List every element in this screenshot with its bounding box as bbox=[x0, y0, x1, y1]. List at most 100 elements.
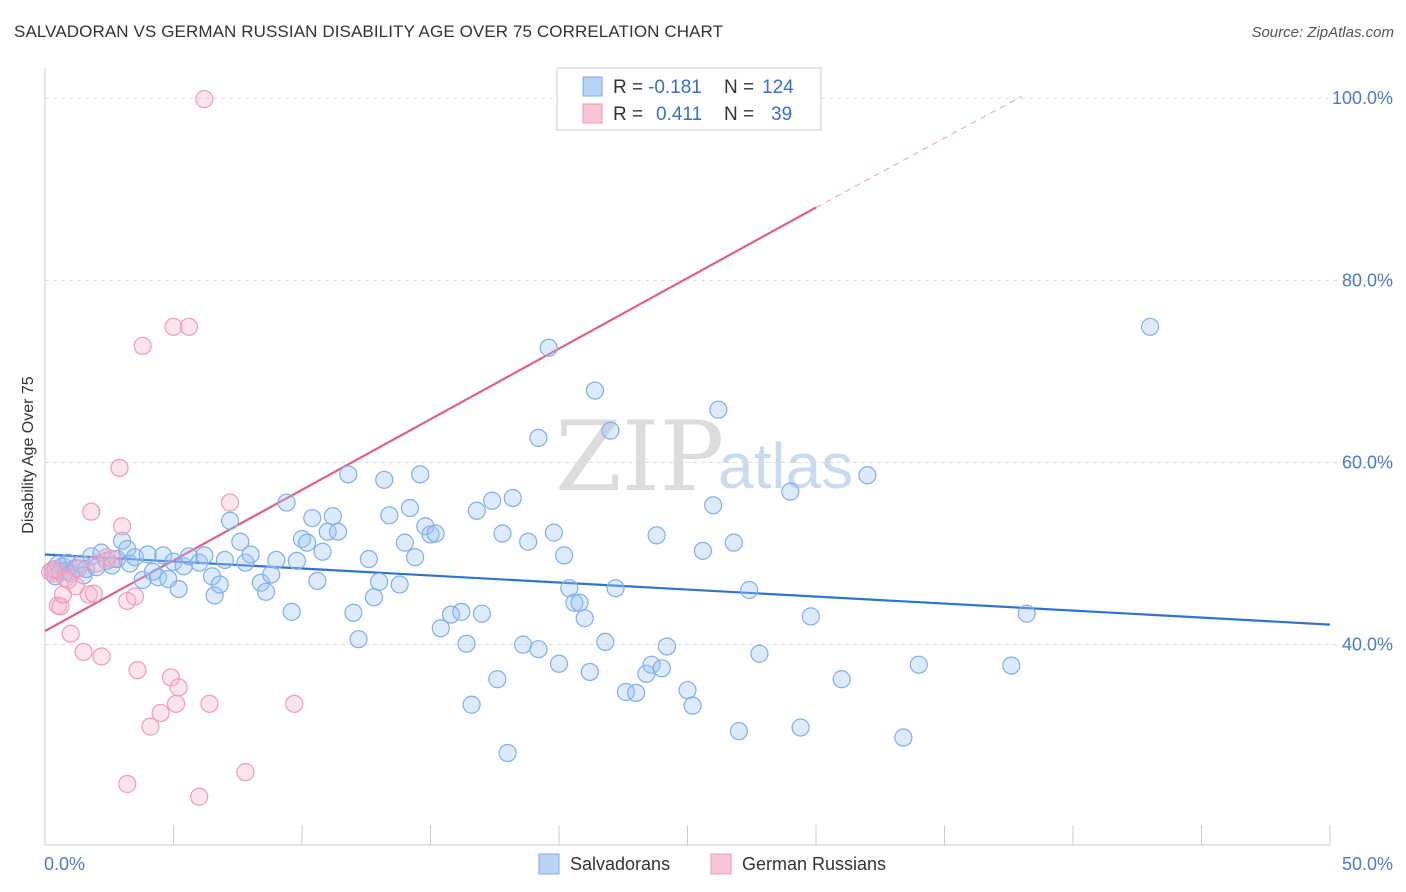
point-german-russian-30 bbox=[190, 787, 209, 806]
trend-line-1 bbox=[44, 206, 817, 632]
tick-labels: 40.0% 60.0% 80.0% 100.0% 0.0% 50.0% bbox=[44, 88, 1393, 874]
point-salvadoran-102 bbox=[626, 683, 646, 703]
point-salvadoran-38 bbox=[220, 511, 240, 530]
point-salvadoran-83 bbox=[503, 488, 522, 508]
point-german-russian-26 bbox=[166, 694, 186, 713]
legend-r-label-1: R = bbox=[613, 77, 643, 98]
y-tick-label-3: 100.0% bbox=[1332, 88, 1393, 108]
point-german-russian-17 bbox=[112, 517, 132, 536]
point-salvadoran-122 bbox=[894, 728, 913, 747]
point-salvadoran-71 bbox=[421, 525, 440, 544]
point-salvadoran-113 bbox=[724, 533, 743, 552]
point-salvadoran-55 bbox=[323, 507, 342, 526]
point-salvadoran-26 bbox=[154, 546, 173, 565]
y-axis-label: Disability Age Over 75 bbox=[20, 376, 37, 534]
grid-lines bbox=[45, 97, 1392, 646]
point-german-russian-11 bbox=[82, 502, 101, 521]
point-salvadoran-36 bbox=[210, 575, 229, 594]
legend-r-label-2: R = bbox=[613, 104, 643, 125]
point-salvadoran-74 bbox=[441, 605, 461, 624]
legend-n-value-1: 124 bbox=[762, 77, 794, 98]
legend-swatch-german-russians bbox=[582, 103, 603, 124]
point-salvadoran-79 bbox=[472, 604, 491, 623]
point-german-russian-2 bbox=[46, 559, 65, 579]
point-salvadoran-96 bbox=[580, 662, 599, 682]
stats-legend: R = -0.181 N = 124 R = 0.411 N = 39 bbox=[556, 67, 822, 131]
point-salvadoran-80 bbox=[483, 491, 502, 510]
point-salvadoran-114 bbox=[729, 722, 749, 741]
point-salvadoran-109 bbox=[683, 696, 702, 715]
point-german-russian-0 bbox=[41, 562, 60, 581]
point-german-russian-4 bbox=[51, 597, 70, 616]
chart-title: SALVADORAN VS GERMAN RUSSIAN DISABILITY … bbox=[14, 22, 724, 41]
point-salvadoran-50 bbox=[298, 533, 317, 552]
point-salvadoran-76 bbox=[457, 634, 476, 653]
point-german-russian-28 bbox=[164, 317, 183, 336]
point-salvadoran-99 bbox=[601, 421, 620, 440]
point-salvadoran-88 bbox=[529, 428, 548, 448]
point-salvadoran-100 bbox=[606, 579, 625, 598]
point-salvadoran-67 bbox=[400, 498, 420, 518]
point-salvadoran-24 bbox=[143, 562, 163, 581]
point-salvadoran-65 bbox=[390, 575, 409, 594]
point-salvadoran-121 bbox=[858, 466, 877, 485]
point-german-russian-12 bbox=[84, 584, 103, 603]
bottom-legend-salvadorans: Salvadorans bbox=[570, 854, 670, 874]
point-german-russian-33 bbox=[220, 493, 240, 512]
point-german-russian-27 bbox=[169, 678, 188, 697]
point-german-russian-23 bbox=[118, 774, 137, 794]
point-german-russian-21 bbox=[133, 336, 152, 356]
point-german-russian-34 bbox=[236, 763, 255, 782]
point-salvadoran-97 bbox=[585, 381, 605, 400]
point-salvadoran-66 bbox=[395, 533, 414, 552]
point-german-russian-7 bbox=[61, 624, 80, 643]
point-salvadoran-125 bbox=[1017, 604, 1036, 623]
legend-r-value-2: 0.411 bbox=[656, 104, 702, 125]
y-tick-label-1: 60.0% bbox=[1342, 453, 1393, 473]
point-salvadoran-75 bbox=[452, 602, 471, 621]
point-salvadoran-61 bbox=[364, 588, 384, 607]
point-salvadoran-37 bbox=[215, 550, 234, 570]
point-salvadoran-46 bbox=[277, 493, 296, 512]
point-salvadoran-84 bbox=[498, 743, 517, 763]
source-credit: Source: ZipAtlas.com bbox=[1251, 24, 1394, 41]
point-salvadoran-30 bbox=[174, 557, 193, 576]
point-german-russian-35 bbox=[285, 694, 304, 713]
point-salvadoran-53 bbox=[313, 542, 332, 561]
point-german-russian-37 bbox=[69, 559, 88, 578]
point-salvadoran-41 bbox=[241, 545, 260, 564]
point-salvadoran-127 bbox=[539, 338, 558, 357]
watermark-zip: ZIP bbox=[555, 401, 724, 513]
watermark: ZIP atlas bbox=[555, 401, 853, 513]
legend-n-label-1: N = bbox=[724, 77, 754, 98]
point-salvadoran-51 bbox=[303, 508, 322, 528]
point-salvadoran-35 bbox=[205, 586, 224, 605]
point-salvadoran-59 bbox=[349, 630, 368, 649]
point-salvadoran-123 bbox=[909, 655, 928, 674]
point-salvadoran-93 bbox=[565, 593, 584, 612]
point-salvadoran-105 bbox=[647, 526, 666, 545]
x-tick-label-0: 0.0% bbox=[44, 854, 85, 874]
point-salvadoran-45 bbox=[267, 550, 286, 570]
y-tick-label-0: 40.0% bbox=[1342, 635, 1393, 655]
point-german-russian-22 bbox=[141, 717, 160, 736]
point-salvadoran-89 bbox=[544, 523, 563, 542]
point-salvadoran-64 bbox=[380, 506, 399, 525]
point-salvadoran-126 bbox=[1140, 317, 1160, 336]
point-salvadoran-118 bbox=[791, 718, 810, 737]
point-salvadoran-112 bbox=[709, 400, 728, 419]
point-salvadoran-120 bbox=[832, 670, 851, 689]
point-salvadoran-43 bbox=[256, 582, 276, 601]
point-german-russian-15 bbox=[102, 549, 121, 569]
trend-lines bbox=[44, 95, 1331, 632]
axes bbox=[44, 68, 1331, 846]
point-salvadoran-94 bbox=[570, 593, 589, 612]
point-salvadoran-119 bbox=[801, 607, 820, 626]
legend-r-value-1: -0.181 bbox=[648, 77, 702, 98]
point-salvadoran-78 bbox=[462, 695, 481, 714]
series-legend: Salvadorans German Russians bbox=[538, 853, 886, 875]
point-salvadoran-98 bbox=[596, 632, 615, 652]
point-german-russian-36 bbox=[59, 570, 78, 590]
point-salvadoran-72 bbox=[426, 524, 445, 543]
point-salvadoran-87 bbox=[529, 640, 548, 659]
